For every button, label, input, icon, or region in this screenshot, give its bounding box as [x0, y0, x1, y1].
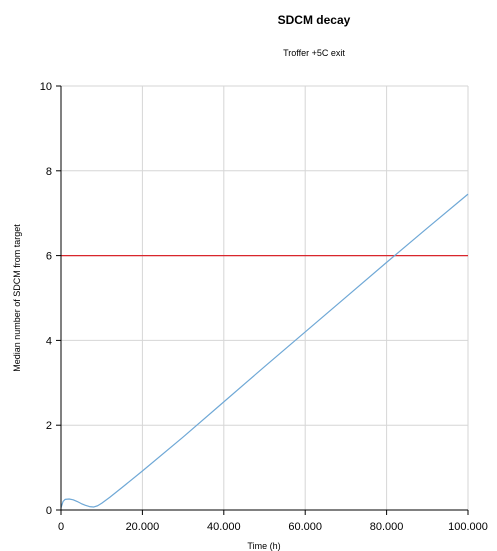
y-axis-ticks: 0 2 4 6 8 10: [40, 81, 61, 517]
x-tick-label: 80.000: [370, 521, 404, 533]
x-tick-label: 100.000: [448, 521, 488, 533]
y-tick-label: 4: [46, 335, 52, 347]
chart-title: SDCM decay: [278, 13, 351, 27]
x-axis-ticks: 0 20.000 40.000 60.000 80.000 100.000: [58, 510, 488, 533]
y-tick-label: 10: [40, 81, 52, 93]
series-group: [60, 193, 469, 509]
x-tick-label: 20.000: [126, 521, 160, 533]
y-tick-label: 0: [46, 505, 52, 517]
y-axis-label: Median number of SDCM from target: [12, 224, 22, 372]
y-tick-label: 2: [46, 420, 52, 432]
x-tick-label: 0: [58, 521, 64, 533]
chart-subtitle: Troffer +5C exit: [283, 48, 345, 58]
series-line: [60, 193, 469, 509]
gridlines: [61, 85, 469, 510]
x-tick-label: 40.000: [207, 521, 241, 533]
y-tick-label: 6: [46, 251, 52, 263]
x-tick-label: 60.000: [288, 521, 322, 533]
y-tick-label: 8: [46, 166, 52, 178]
axes: [60, 86, 468, 511]
x-axis-label: Time (h): [247, 541, 280, 551]
